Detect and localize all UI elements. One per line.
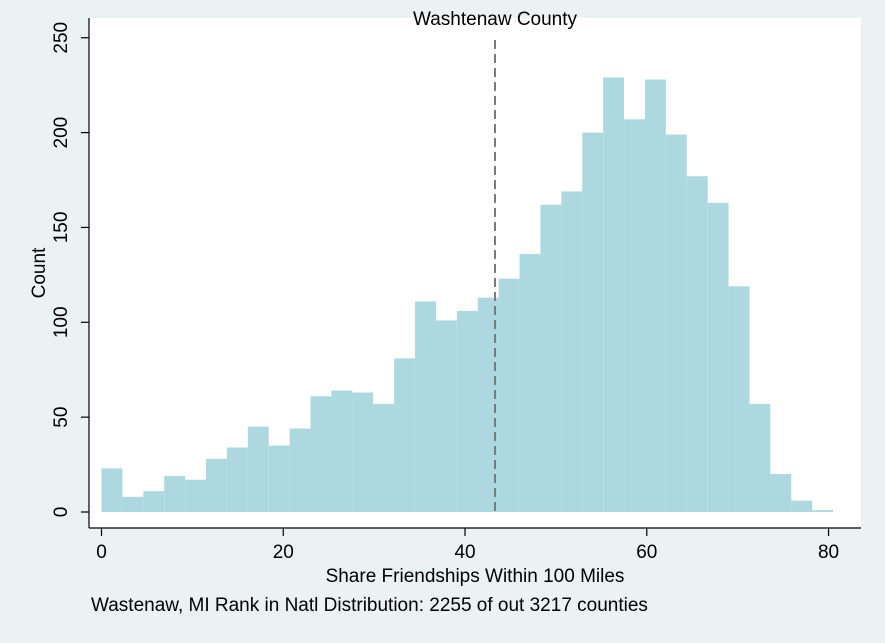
histogram-bar xyxy=(122,496,144,512)
histogram-bar xyxy=(435,320,457,512)
y-axis-title: Count xyxy=(29,247,50,298)
x-axis-ticks: 0 20 40 60 80 xyxy=(96,528,839,563)
histogram-bar xyxy=(603,77,625,512)
histogram-bar xyxy=(456,310,478,512)
histogram-bar xyxy=(373,403,395,512)
histogram-bar xyxy=(812,510,834,512)
histogram-bar xyxy=(143,491,165,512)
rank-note: Wastenaw, MI Rank in Natl Distribution: … xyxy=(91,595,648,616)
y-tick-label: 150 xyxy=(51,212,72,244)
x-tick-label: 40 xyxy=(454,542,475,563)
histogram-bar xyxy=(561,191,583,513)
reference-line-label: Washtenaw County xyxy=(413,9,578,30)
histogram-bar xyxy=(289,428,311,512)
y-tick-label: 250 xyxy=(51,22,72,54)
x-tick-label: 80 xyxy=(818,542,839,563)
histogram-bar xyxy=(644,79,666,512)
x-axis-title: Share Friendships Within 100 Miles xyxy=(326,566,625,587)
x-tick-label: 60 xyxy=(636,542,657,563)
histogram-bar xyxy=(540,204,562,512)
histogram-bar xyxy=(686,176,708,512)
histogram-bar xyxy=(247,426,269,512)
y-axis-ticks: 0 50 100 150 200 250 xyxy=(51,22,89,517)
histogram-bar xyxy=(707,202,729,512)
y-tick-label: 50 xyxy=(51,407,72,428)
histogram-bar xyxy=(582,132,604,512)
histogram-bar xyxy=(226,447,248,512)
histogram-bar xyxy=(185,479,207,512)
histogram-bars xyxy=(101,77,834,513)
histogram-bar xyxy=(498,278,520,512)
y-tick-label: 100 xyxy=(51,306,72,338)
x-tick-label: 0 xyxy=(96,542,107,563)
histogram-bar xyxy=(770,474,792,512)
histogram-bar xyxy=(415,301,436,512)
histogram-bar xyxy=(791,500,813,512)
histogram-bar xyxy=(206,458,227,512)
histogram-bar xyxy=(477,297,499,512)
y-tick-label: 200 xyxy=(51,117,72,149)
histogram-bar xyxy=(728,286,750,512)
histogram-bar xyxy=(624,119,645,513)
histogram-bar xyxy=(310,396,332,512)
histogram-bar xyxy=(164,475,186,512)
histogram-bar xyxy=(749,403,771,512)
histogram-bar xyxy=(268,445,290,512)
histogram-bar xyxy=(101,468,123,512)
histogram-bar xyxy=(331,390,353,512)
histogram-bar xyxy=(519,254,541,512)
histogram-bar xyxy=(394,358,416,512)
y-tick-label: 0 xyxy=(51,507,72,518)
x-tick-label: 20 xyxy=(273,542,294,563)
histogram-bar xyxy=(665,134,687,512)
histogram-bar xyxy=(352,392,374,512)
